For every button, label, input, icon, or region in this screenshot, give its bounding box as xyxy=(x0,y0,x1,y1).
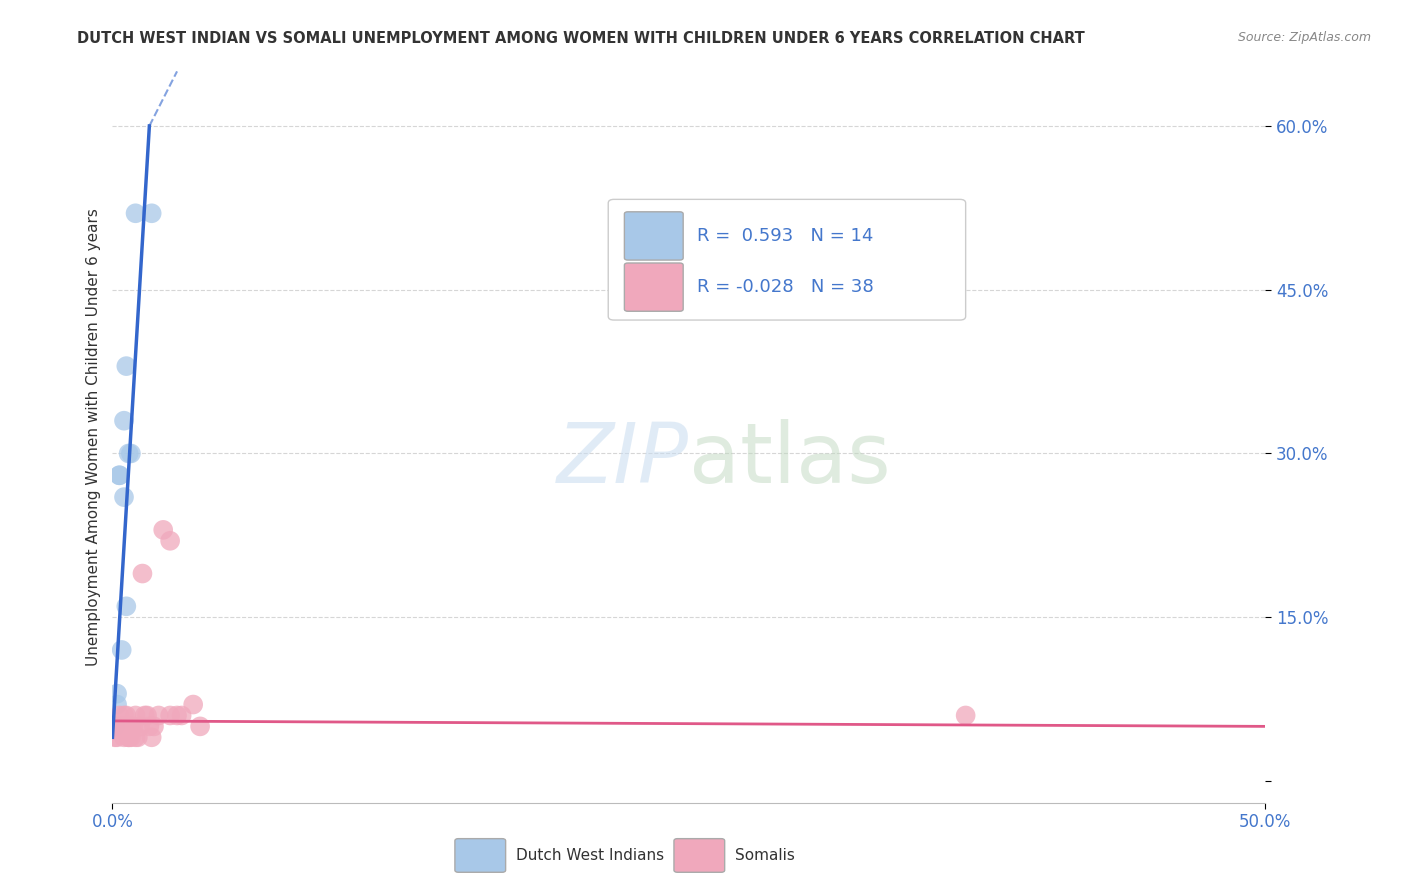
Point xyxy=(159,708,181,723)
Point xyxy=(115,708,138,723)
Point xyxy=(112,719,135,733)
Point xyxy=(117,446,139,460)
Point xyxy=(141,206,163,220)
FancyBboxPatch shape xyxy=(624,263,683,311)
Point xyxy=(111,719,134,733)
Point xyxy=(124,731,146,745)
Point xyxy=(115,599,138,614)
Text: DUTCH WEST INDIAN VS SOMALI UNEMPLOYMENT AMONG WOMEN WITH CHILDREN UNDER 6 YEARS: DUTCH WEST INDIAN VS SOMALI UNEMPLOYMENT… xyxy=(77,31,1085,46)
Text: atlas: atlas xyxy=(689,418,890,500)
Point xyxy=(108,719,131,733)
Text: R = -0.028   N = 38: R = -0.028 N = 38 xyxy=(697,278,873,296)
Point xyxy=(108,468,131,483)
Point xyxy=(129,719,152,733)
Text: R =  0.593   N = 14: R = 0.593 N = 14 xyxy=(697,227,873,245)
Point xyxy=(111,719,134,733)
Point xyxy=(122,719,145,733)
FancyBboxPatch shape xyxy=(456,838,506,872)
Point xyxy=(105,687,128,701)
Point xyxy=(112,731,135,745)
Point xyxy=(120,719,142,733)
Point xyxy=(166,708,188,723)
Point xyxy=(108,708,131,723)
Text: Source: ZipAtlas.com: Source: ZipAtlas.com xyxy=(1237,31,1371,45)
Point xyxy=(111,643,134,657)
Point xyxy=(152,523,174,537)
Point xyxy=(143,719,166,733)
Point xyxy=(105,698,128,712)
Point xyxy=(120,446,142,460)
Point xyxy=(117,731,139,745)
Point xyxy=(188,719,211,733)
Point xyxy=(112,708,135,723)
Point xyxy=(170,708,193,723)
Point xyxy=(115,719,138,733)
Point xyxy=(120,731,142,745)
Point xyxy=(148,708,170,723)
Point xyxy=(104,719,127,733)
Point xyxy=(115,359,138,373)
Point xyxy=(105,719,128,733)
Point xyxy=(141,731,163,745)
Point xyxy=(131,566,153,581)
FancyBboxPatch shape xyxy=(624,211,683,260)
Point xyxy=(112,490,135,504)
Text: Somalis: Somalis xyxy=(735,848,794,863)
Point xyxy=(134,708,156,723)
Point xyxy=(124,206,146,220)
Point xyxy=(127,731,149,745)
Point xyxy=(181,698,204,712)
Point xyxy=(112,414,135,428)
FancyBboxPatch shape xyxy=(673,838,724,872)
Point xyxy=(104,719,127,733)
Point xyxy=(117,731,139,745)
Point xyxy=(117,719,139,733)
Text: Dutch West Indians: Dutch West Indians xyxy=(516,848,664,863)
Point xyxy=(136,708,159,723)
Point xyxy=(108,468,131,483)
FancyBboxPatch shape xyxy=(609,200,966,320)
Point xyxy=(955,708,977,723)
Point xyxy=(159,533,181,548)
Point xyxy=(138,719,160,733)
Point xyxy=(124,708,146,723)
Point xyxy=(104,731,127,745)
Point xyxy=(105,731,128,745)
Y-axis label: Unemployment Among Women with Children Under 6 years: Unemployment Among Women with Children U… xyxy=(86,208,101,666)
Text: ZIP: ZIP xyxy=(557,418,689,500)
